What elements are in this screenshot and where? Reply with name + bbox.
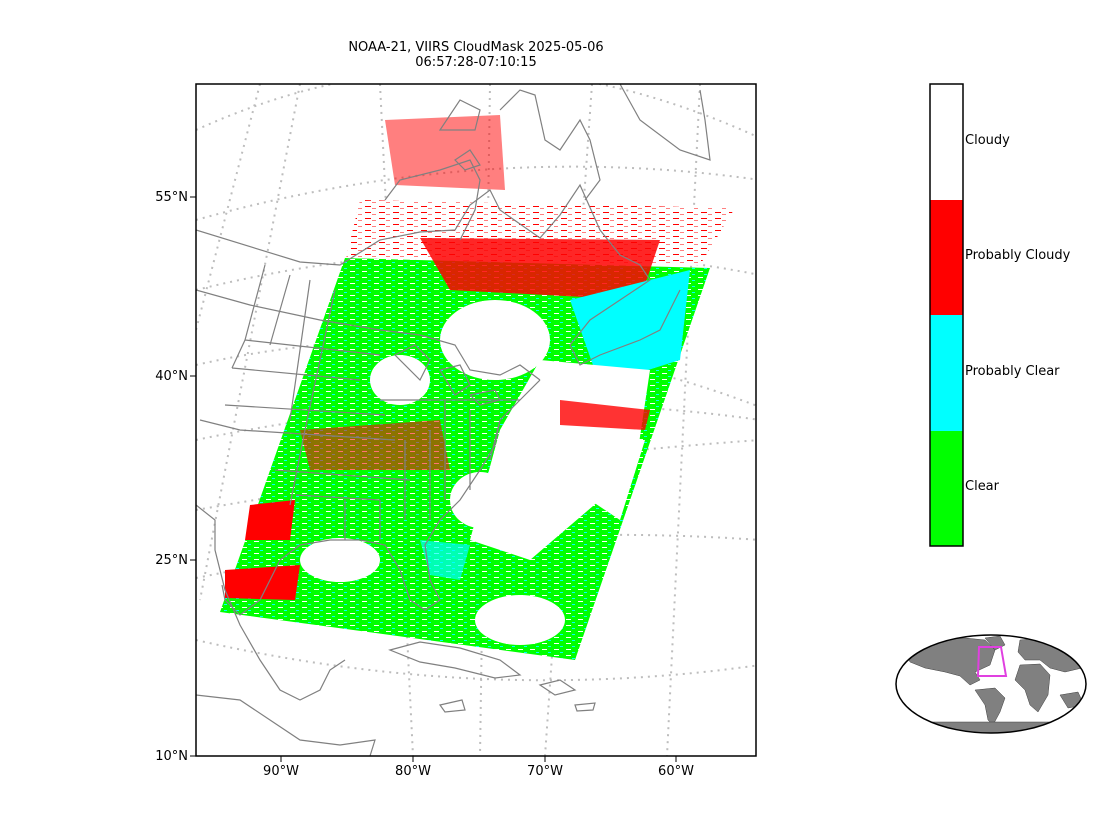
lon-label-80w: 80°W <box>395 764 431 779</box>
cloud-white-bahamas <box>475 595 565 645</box>
colorbar-frame <box>929 83 964 547</box>
lat-label-40: 40°N <box>155 369 188 384</box>
colorbar-label-cloudy: Cloudy <box>965 133 1010 148</box>
inset-antarctica <box>919 721 1061 733</box>
cloud-red-texas <box>245 500 295 540</box>
jamaica <box>438 699 466 713</box>
colorbar-label-probably-clear: Probably Clear <box>965 364 1060 379</box>
plot-title-line2: 06:57:28-07:10:15 <box>415 55 537 70</box>
cloud-white-2 <box>370 355 430 405</box>
cloud-white-gulf <box>300 538 380 582</box>
hispaniola <box>538 679 577 696</box>
hudson-bay <box>384 159 481 241</box>
lat-label-55: 55°N <box>155 190 188 205</box>
plot-title-line1: NOAA-21, VIIRS CloudMask 2025-05-06 <box>348 40 604 55</box>
inset-swath-box <box>976 646 1008 677</box>
colorbar-label-clear: Clear <box>965 479 999 494</box>
colorbar-swatch-probably-clear <box>930 315 963 431</box>
cloudmask-swath <box>220 115 735 660</box>
cloud-red-mass <box>420 238 660 300</box>
map-content <box>196 84 756 756</box>
colorbar-swatch-clear <box>930 431 963 546</box>
graticule-lat-40 <box>196 339 756 407</box>
inset-south-america <box>974 687 1006 726</box>
cloud-red-atlantic <box>560 400 650 430</box>
state-borders <box>199 264 520 540</box>
probably-clear-quebec <box>570 270 690 385</box>
labrador-coast <box>499 89 601 201</box>
cloud-red-midwest <box>300 420 450 470</box>
baffin-coast <box>619 84 711 161</box>
cuba <box>388 641 522 679</box>
inset-africa <box>1014 663 1051 713</box>
graticule-lon-90 <box>196 84 261 331</box>
mexico-coast <box>196 504 346 701</box>
lon-label-60w: 60°W <box>658 764 694 779</box>
graticule-lat-30 <box>196 439 756 511</box>
cloud-white-carolina <box>450 472 510 528</box>
cloud-white-ocean-east <box>590 440 645 520</box>
coastlines <box>196 84 711 756</box>
islands-north <box>438 99 481 171</box>
tick-marks <box>190 196 677 762</box>
lon-label-90w: 90°W <box>263 764 299 779</box>
puerto-rico <box>574 702 596 712</box>
cloud-white-1 <box>440 300 550 380</box>
colorbar-swatch-probably-cloudy <box>930 200 963 315</box>
lat-label-25: 25°N <box>155 553 188 568</box>
east-coast <box>221 379 541 616</box>
colorbar <box>929 83 964 547</box>
lat-label-10: 10°N <box>155 749 188 764</box>
central-america <box>196 694 376 756</box>
inset-outline <box>895 634 1087 734</box>
lon-label-70w: 70°W <box>527 764 563 779</box>
cloud-red-mexico <box>225 565 300 600</box>
plot-title: NOAA-21, VIIRS CloudMask 2025-05-06 06:5… <box>276 40 676 70</box>
colorbar-swatch-cloudy <box>930 84 963 200</box>
inset-globe <box>895 634 1087 734</box>
graticule-lon-65 <box>666 84 701 756</box>
map-frame <box>195 83 757 757</box>
us-canada-border <box>196 289 541 381</box>
probably-clear-patches <box>420 540 470 580</box>
colorbar-label-probably-cloudy: Probably Cloudy <box>965 248 1071 263</box>
canada-coast <box>196 183 681 366</box>
